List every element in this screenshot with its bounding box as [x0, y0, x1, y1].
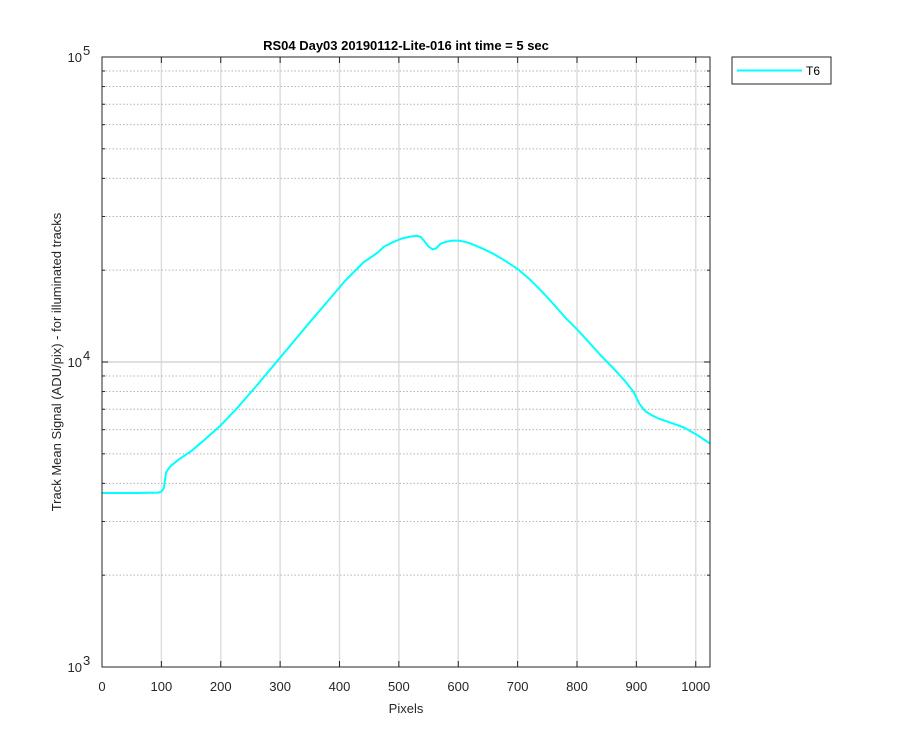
x-tick-label: 700 — [507, 679, 529, 694]
y-tick-label-exponent: 3 — [83, 653, 90, 668]
x-tick-label: 600 — [447, 679, 469, 694]
x-tick-label: 300 — [269, 679, 291, 694]
x-tick-label: 100 — [151, 679, 173, 694]
legend: T6 — [731, 56, 832, 85]
y-tick-label: 10 4 — [68, 348, 91, 370]
x-tick-label: 900 — [626, 679, 648, 694]
series-layer — [102, 234, 711, 494]
y-tick-label-base: 10 — [68, 660, 82, 675]
y-tick-label-exponent: 5 — [83, 43, 90, 58]
x-tick-label: 800 — [566, 679, 588, 694]
x-tick-label: 500 — [388, 679, 410, 694]
grid — [102, 57, 710, 667]
y-tick-label-base: 10 — [68, 50, 82, 65]
y-tick-label-base: 10 — [68, 355, 82, 370]
y-axis-label: Track Mean Signal (ADU/pix) - for illumi… — [49, 212, 64, 511]
y-tick-label: 10 5 — [68, 43, 91, 65]
x-axis-label: Pixels — [389, 701, 424, 716]
y-tick-label: 10 3 — [68, 653, 91, 675]
x-tick-label: 200 — [210, 679, 232, 694]
x-tick-label: 1000 — [681, 679, 710, 694]
legend-label-t6: T6 — [806, 64, 820, 78]
y-tick-label-exponent: 4 — [83, 348, 90, 363]
x-tick-label: 400 — [329, 679, 351, 694]
chart-title: RS04 Day03 20190112-Lite-016 int time = … — [263, 38, 549, 53]
x-tick-label: 0 — [98, 679, 105, 694]
series-line-t6 — [102, 234, 711, 494]
plot-frame — [101, 56, 711, 668]
